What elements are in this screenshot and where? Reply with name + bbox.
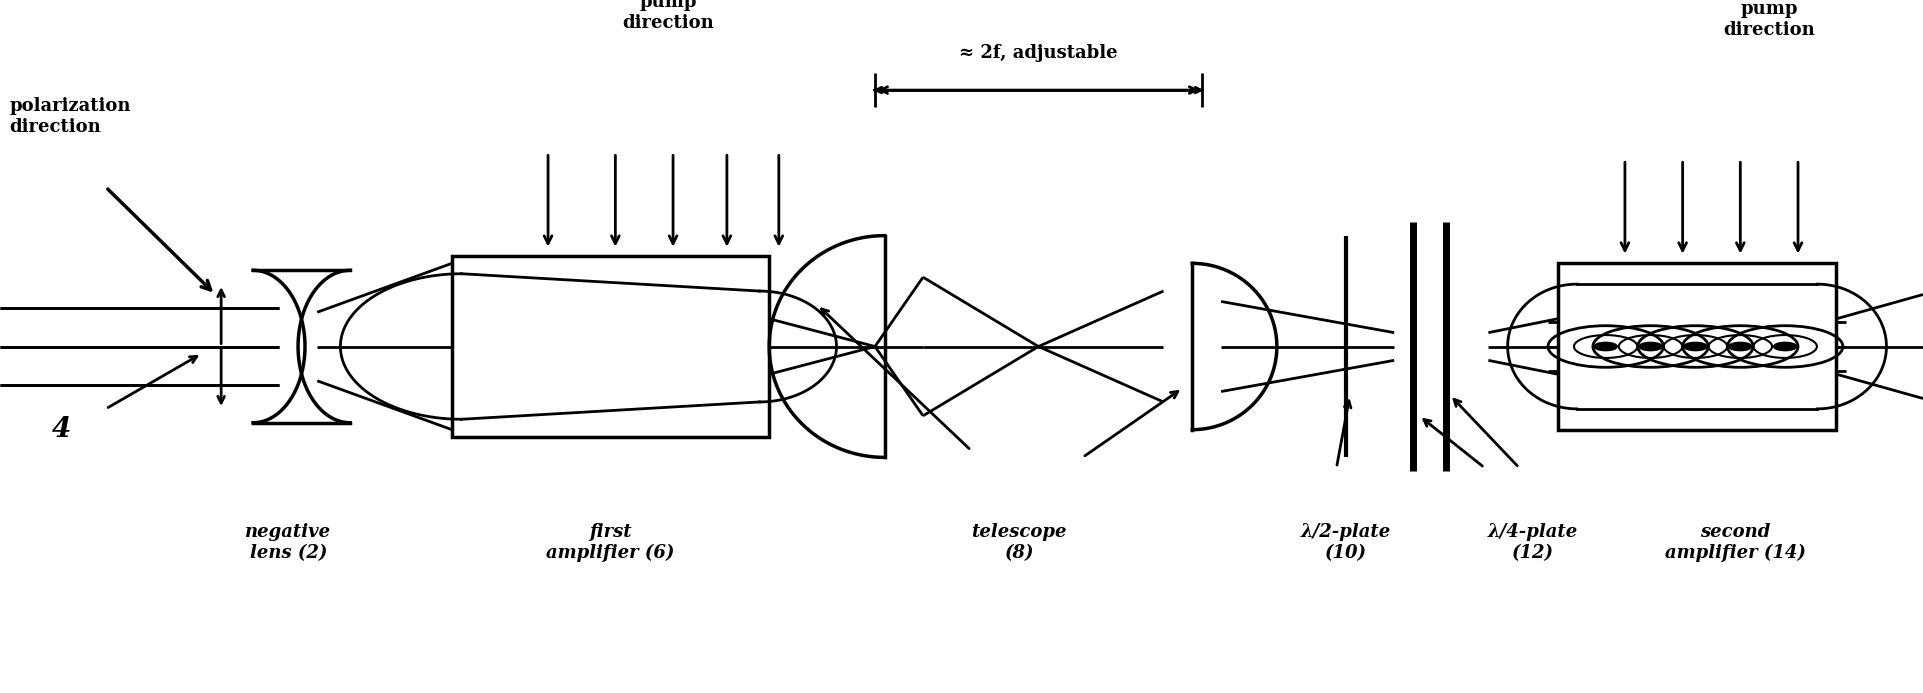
Text: ≈ 2f, adjustable: ≈ 2f, adjustable — [960, 44, 1117, 62]
Bar — [452, 256, 769, 437]
Text: λ/2-plate
(10): λ/2-plate (10) — [1302, 523, 1390, 562]
Text: pump
direction: pump direction — [623, 0, 713, 32]
Circle shape — [1729, 342, 1752, 351]
Text: first
amplifier (6): first amplifier (6) — [546, 523, 675, 562]
Bar — [1558, 263, 1836, 430]
Circle shape — [1685, 342, 1708, 351]
Text: negative
lens (2): negative lens (2) — [246, 523, 331, 562]
Circle shape — [1594, 342, 1617, 351]
Text: telescope
(8): telescope (8) — [971, 523, 1067, 562]
Circle shape — [1773, 342, 1796, 351]
Text: λ/4-plate
(12): λ/4-plate (12) — [1488, 523, 1577, 562]
Text: 4: 4 — [52, 416, 71, 443]
Circle shape — [1638, 342, 1661, 351]
Text: pump
direction: pump direction — [1723, 0, 1815, 39]
Text: second
amplifier (14): second amplifier (14) — [1665, 523, 1806, 562]
Text: polarization
direction: polarization direction — [10, 97, 131, 136]
